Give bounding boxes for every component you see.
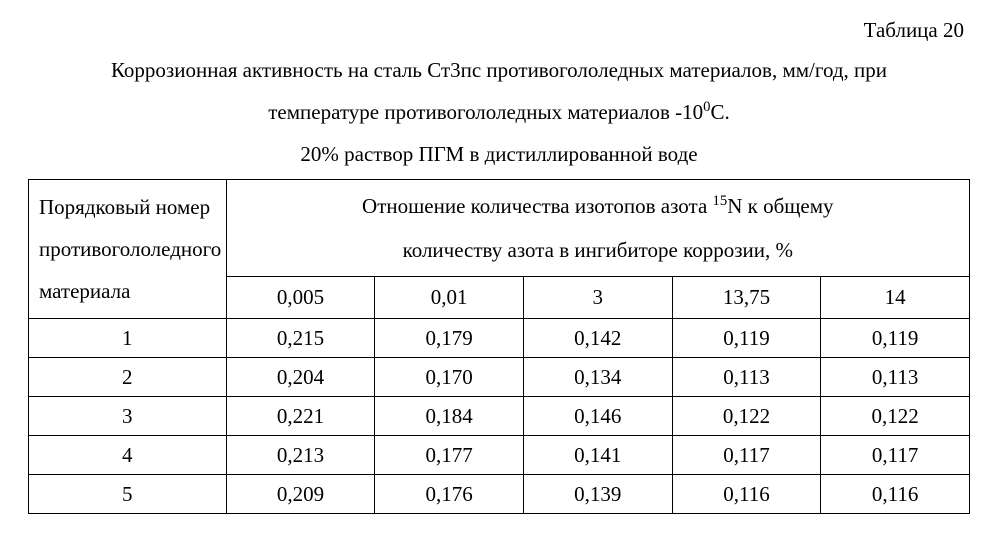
column-header: 0,01 bbox=[375, 276, 524, 318]
table-number-label: Таблица 20 bbox=[28, 18, 964, 43]
data-cell: 0,176 bbox=[375, 475, 524, 514]
data-cell: 0,204 bbox=[226, 358, 375, 397]
row-header-cell: Порядковый номер противогололедного мате… bbox=[29, 180, 227, 319]
column-header: 3 bbox=[523, 276, 672, 318]
table-row: 4 0,213 0,177 0,141 0,117 0,117 bbox=[29, 436, 970, 475]
span-header-l1-prefix: Отношение количества изотопов азота bbox=[362, 194, 712, 218]
row-header-l2: противогололедного bbox=[39, 237, 221, 261]
row-header-l1: Порядковый номер bbox=[39, 195, 210, 219]
span-header-l1-sup: 15 bbox=[713, 193, 728, 209]
table-row: 5 0,209 0,176 0,139 0,116 0,116 bbox=[29, 475, 970, 514]
data-cell: 0,177 bbox=[375, 436, 524, 475]
data-cell: 0,209 bbox=[226, 475, 375, 514]
title-line-2-prefix: температуре противогололедных материалов… bbox=[268, 100, 703, 124]
data-cell: 0,117 bbox=[821, 436, 970, 475]
data-cell: 0,179 bbox=[375, 319, 524, 358]
data-cell: 0,122 bbox=[672, 397, 821, 436]
data-cell: 0,146 bbox=[523, 397, 672, 436]
span-header-l1-suffix: N к общему bbox=[727, 194, 833, 218]
row-header-l3: материала bbox=[39, 279, 130, 303]
data-cell: 0,141 bbox=[523, 436, 672, 475]
document-page: Таблица 20 Коррозионная активность на ст… bbox=[0, 0, 998, 541]
table-row: 2 0,204 0,170 0,134 0,113 0,113 bbox=[29, 358, 970, 397]
row-number: 5 bbox=[29, 475, 227, 514]
data-cell: 0,213 bbox=[226, 436, 375, 475]
span-header-l2: количеству азота в ингибиторе коррозии, … bbox=[403, 238, 793, 262]
title-line-2-suffix: С. bbox=[710, 100, 729, 124]
row-number: 1 bbox=[29, 319, 227, 358]
data-table: Порядковый номер противогололедного мате… bbox=[28, 179, 970, 514]
row-number: 4 bbox=[29, 436, 227, 475]
column-header: 13,75 bbox=[672, 276, 821, 318]
row-number: 2 bbox=[29, 358, 227, 397]
data-cell: 0,122 bbox=[821, 397, 970, 436]
data-cell: 0,215 bbox=[226, 319, 375, 358]
data-cell: 0,119 bbox=[672, 319, 821, 358]
row-number: 3 bbox=[29, 397, 227, 436]
data-cell: 0,116 bbox=[672, 475, 821, 514]
table-row: 1 0,215 0,179 0,142 0,119 0,119 bbox=[29, 319, 970, 358]
data-cell: 0,142 bbox=[523, 319, 672, 358]
column-header: 14 bbox=[821, 276, 970, 318]
data-cell: 0,170 bbox=[375, 358, 524, 397]
data-cell: 0,221 bbox=[226, 397, 375, 436]
data-cell: 0,134 bbox=[523, 358, 672, 397]
data-cell: 0,116 bbox=[821, 475, 970, 514]
title-line-2: температуре противогололедных материалов… bbox=[28, 91, 970, 133]
data-cell: 0,113 bbox=[672, 358, 821, 397]
data-cell: 0,184 bbox=[375, 397, 524, 436]
data-cell: 0,119 bbox=[821, 319, 970, 358]
span-header-cell: Отношение количества изотопов азота 15N … bbox=[226, 180, 969, 277]
header-row-1: Порядковый номер противогололедного мате… bbox=[29, 180, 970, 277]
table-row: 3 0,221 0,184 0,146 0,122 0,122 bbox=[29, 397, 970, 436]
title-line-1: Коррозионная активность на сталь Ст3пс п… bbox=[28, 49, 970, 91]
column-header: 0,005 bbox=[226, 276, 375, 318]
data-cell: 0,113 bbox=[821, 358, 970, 397]
data-cell: 0,139 bbox=[523, 475, 672, 514]
title-line-3: 20% раствор ПГМ в дистиллированной воде bbox=[28, 133, 970, 175]
data-cell: 0,117 bbox=[672, 436, 821, 475]
